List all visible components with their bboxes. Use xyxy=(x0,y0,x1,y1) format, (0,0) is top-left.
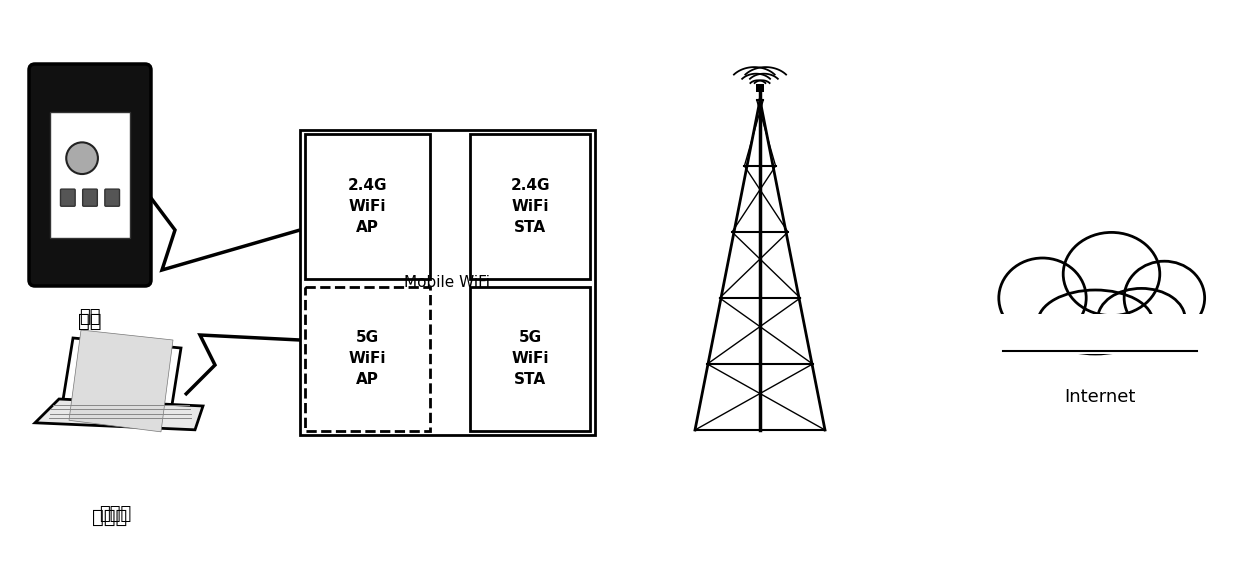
FancyBboxPatch shape xyxy=(61,189,76,206)
Text: 2.4G
WiFi
AP: 2.4G WiFi AP xyxy=(347,178,387,234)
Bar xyxy=(756,84,764,92)
FancyBboxPatch shape xyxy=(83,189,97,206)
Text: 5G
WiFi
STA: 5G WiFi STA xyxy=(511,331,549,387)
Text: 便携机: 便携机 xyxy=(92,508,128,527)
Text: 5G
WiFi
AP: 5G WiFi AP xyxy=(348,331,386,387)
Bar xyxy=(300,130,595,435)
FancyBboxPatch shape xyxy=(105,189,119,206)
Bar xyxy=(470,286,590,431)
Text: 手机: 手机 xyxy=(79,308,100,326)
Text: Internet: Internet xyxy=(1064,388,1136,406)
Polygon shape xyxy=(61,338,181,424)
FancyBboxPatch shape xyxy=(29,64,151,286)
Text: Mobile WiFi: Mobile WiFi xyxy=(404,275,491,290)
Text: 2.4G
WiFi
STA: 2.4G WiFi STA xyxy=(510,178,549,234)
Ellipse shape xyxy=(1063,232,1159,316)
Bar xyxy=(305,134,430,279)
Ellipse shape xyxy=(1125,261,1204,335)
Bar xyxy=(470,134,590,279)
Bar xyxy=(997,314,1204,354)
Ellipse shape xyxy=(1097,288,1185,349)
Ellipse shape xyxy=(998,258,1086,338)
Text: 手机: 手机 xyxy=(78,312,102,331)
Ellipse shape xyxy=(1038,290,1153,354)
Polygon shape xyxy=(35,399,203,430)
Bar xyxy=(51,112,130,238)
Circle shape xyxy=(66,142,98,174)
Polygon shape xyxy=(69,330,174,432)
Text: 便携机: 便携机 xyxy=(99,505,131,523)
Bar xyxy=(305,286,430,431)
